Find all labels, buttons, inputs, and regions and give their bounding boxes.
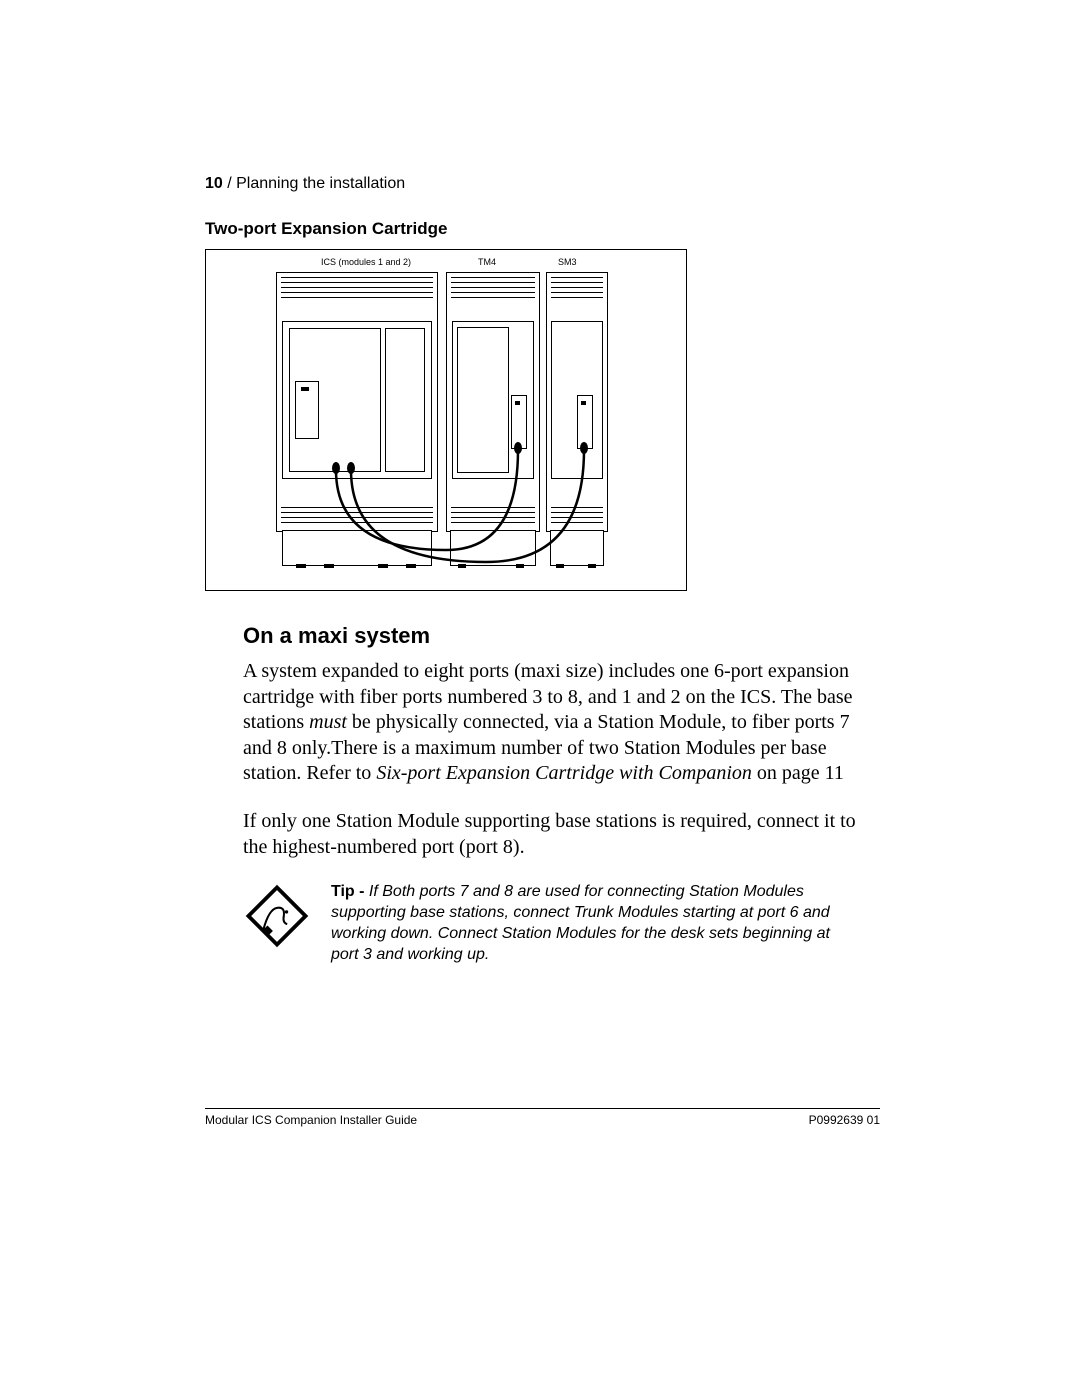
section-heading: On a maxi system xyxy=(243,623,880,649)
paragraph-1: A system expanded to eight ports (maxi s… xyxy=(243,659,880,787)
tip-body: If Both ports 7 and 8 are used for conne… xyxy=(331,883,830,962)
p1-em1: must xyxy=(309,711,347,733)
header-section: / Planning the installation xyxy=(223,175,405,192)
tip-label: Tip - xyxy=(331,883,369,900)
tip-icon xyxy=(243,882,311,955)
page-number: 10 xyxy=(205,175,223,192)
figure-title: Two-port Expansion Cartridge xyxy=(205,219,880,239)
p1-post: on page 11 xyxy=(752,762,844,784)
figure-diagram: ICS (modules 1 and 2) TM4 SM3 xyxy=(205,249,687,591)
paragraph-2: If only one Station Module supporting ba… xyxy=(243,809,880,860)
footer-left: Modular ICS Companion Installer Guide xyxy=(205,1113,417,1127)
cable-svg xyxy=(206,250,686,590)
footer-right: P0992639 01 xyxy=(809,1113,880,1127)
tip-text: Tip - If Both ports 7 and 8 are used for… xyxy=(331,882,851,965)
p1-em2: Six-port Expansion Cartridge with Compan… xyxy=(376,762,752,784)
page-footer: Modular ICS Companion Installer Guide P0… xyxy=(205,1108,880,1127)
page-header: 10 / Planning the installation xyxy=(205,175,880,193)
